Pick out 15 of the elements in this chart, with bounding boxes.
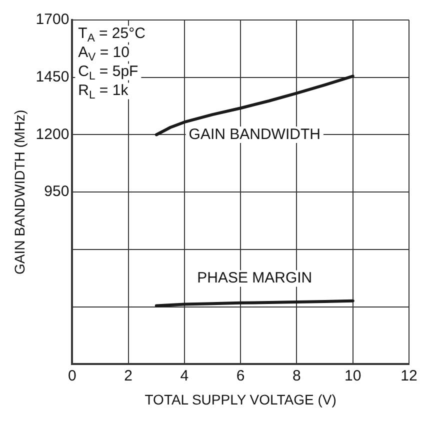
annotation: PHASE MARGIN [197,270,312,287]
y-tick-label: 1450 [36,68,70,86]
x-axis-title: TOTAL SUPPLY VOLTAGE (V) [144,391,336,408]
x-tick-label: 8 [292,367,301,384]
x-tick-label: 10 [344,367,362,384]
x-tick-label: 0 [68,367,76,384]
y-tick-label: 950 [44,183,70,200]
annotation: GAIN BANDWIDTH [188,126,320,143]
y-axis-title: GAIN BANDWIDTH (MHz) [11,110,28,275]
x-tick-label: 6 [236,367,245,384]
y-tick-label: 1200 [36,126,70,143]
x-tick-label: 12 [400,367,418,384]
y-tick-label: 1700 [36,11,70,28]
x-tick-label: 2 [124,367,132,384]
x-tick-label: 4 [180,367,189,384]
